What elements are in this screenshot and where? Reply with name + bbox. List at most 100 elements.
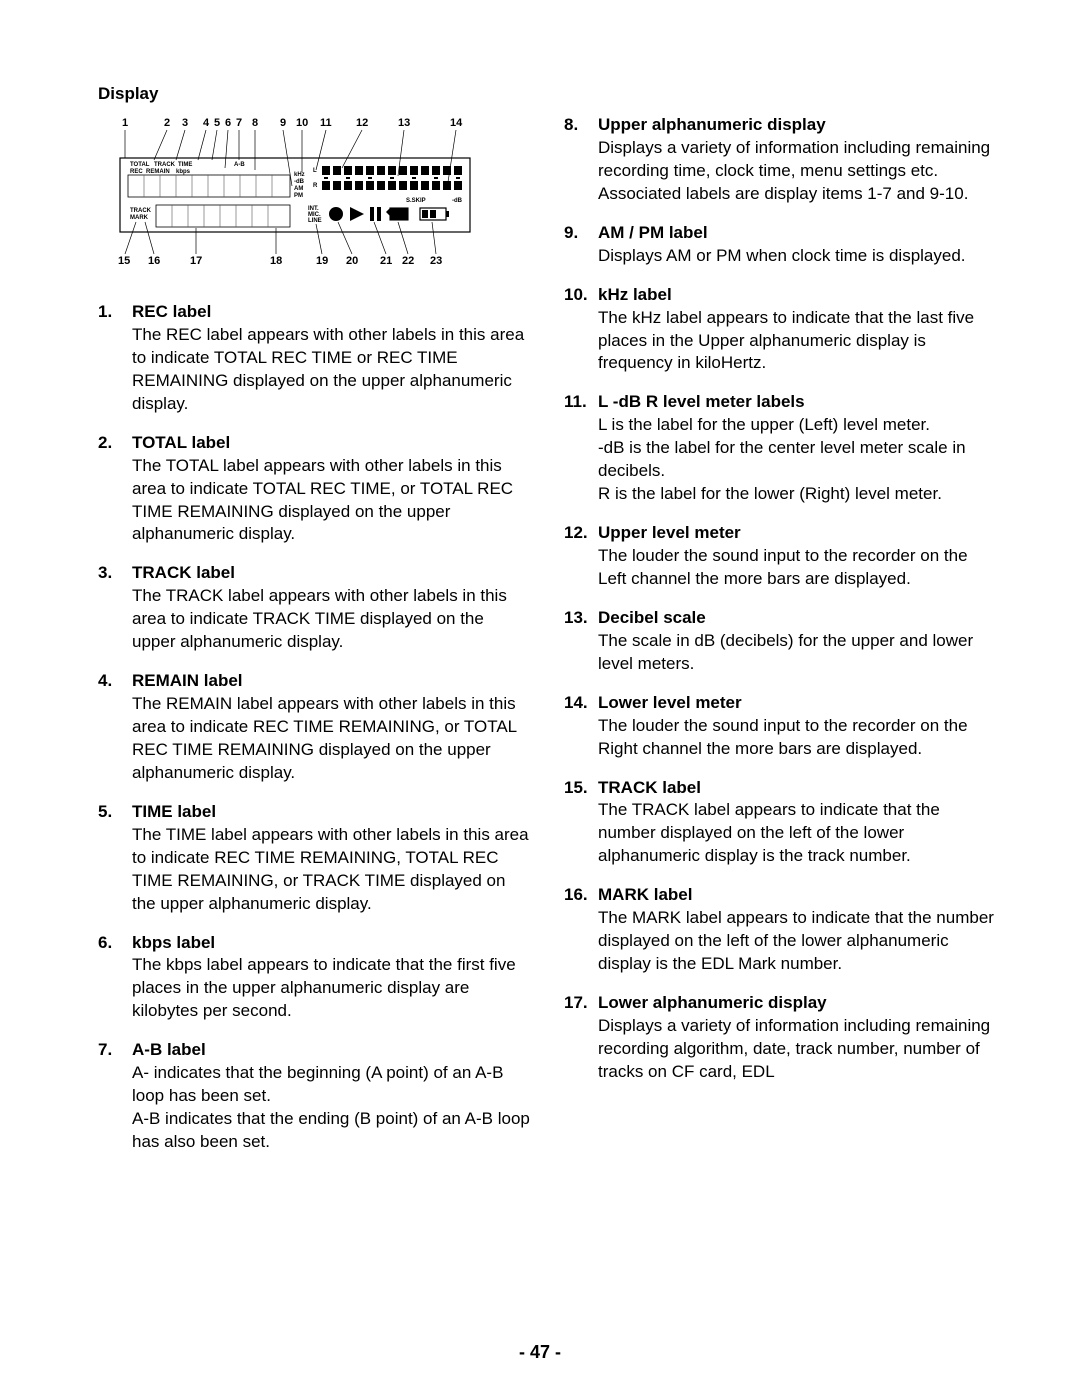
entry-13: 13.Decibel scale The scale in dB (decibel…: [564, 607, 996, 676]
entry-title: Lower alphanumeric display: [598, 993, 827, 1012]
page-number: - 47 -: [0, 1342, 1080, 1363]
entry-number: 3.: [98, 562, 132, 585]
entry-number: 4.: [98, 670, 132, 693]
entry-title: TOTAL label: [132, 433, 230, 452]
entry-body: The TOTAL label appears with other label…: [132, 455, 530, 547]
svg-text:21: 21: [380, 255, 392, 267]
entry-number: 16.: [564, 884, 598, 907]
svg-text:16: 16: [148, 255, 160, 267]
svg-text:LINE: LINE: [308, 218, 322, 224]
svg-text:12: 12: [356, 117, 368, 129]
svg-text:TIME: TIME: [178, 162, 192, 168]
entry-number: 12.: [564, 522, 598, 545]
svg-text:7: 7: [236, 117, 242, 129]
display-diagram: 1 2 3 4 5 6 7 8 9 10 11 12 13 14: [98, 114, 530, 274]
entry-12: 12.Upper level meter The louder the sound…: [564, 522, 996, 591]
entry-7: 7.A-B labelA- indicates that the beginni…: [98, 1039, 530, 1154]
svg-text:A-B: A-B: [234, 162, 245, 168]
svg-text:TRACK: TRACK: [130, 208, 152, 214]
svg-text:22: 22: [402, 255, 414, 267]
entry-16: 16.MARK label The MARK label appears to i…: [564, 884, 996, 976]
entry-title: Decibel scale: [598, 608, 706, 627]
entry-body: The kHz label appears to indicate that t…: [598, 307, 996, 376]
entry-title: REMAIN label: [132, 671, 243, 690]
entry-number: 8.: [564, 114, 598, 137]
svg-text:S.SKIP: S.SKIP: [406, 198, 426, 204]
entry-11: 11.L -dB R level meter labelsL is the la…: [564, 391, 996, 506]
svg-text:17: 17: [190, 255, 202, 267]
entry-title: TIME label: [132, 802, 216, 821]
entry-15: 15.TRACK label The TRACK label appears to…: [564, 777, 996, 869]
svg-text:11: 11: [320, 117, 332, 129]
entry-number: 2.: [98, 432, 132, 455]
svg-text:4: 4: [203, 117, 210, 129]
svg-text:23: 23: [430, 255, 442, 267]
entry-title: TRACK label: [132, 563, 235, 582]
entry-body: The louder the sound input to the record…: [598, 545, 996, 591]
svg-text:3: 3: [182, 117, 188, 129]
svg-text:2: 2: [164, 117, 170, 129]
svg-text:R: R: [313, 183, 318, 189]
svg-text:5: 5: [214, 117, 220, 129]
svg-text:18: 18: [270, 255, 282, 267]
page-title: Display: [98, 84, 1000, 104]
svg-text:MARK: MARK: [130, 215, 149, 221]
svg-text:kHz: kHz: [294, 172, 305, 178]
entry-body: The MARK label appears to indicate that …: [598, 907, 996, 976]
entry-number: 13.: [564, 607, 598, 630]
entry-number: 7.: [98, 1039, 132, 1062]
svg-text:-dB: -dB: [294, 179, 305, 185]
entry-6: 6.kbps label The kbps label appears to in…: [98, 932, 530, 1024]
entry-body: Displays AM or PM when clock time is dis…: [598, 245, 996, 268]
svg-text:REC: REC: [130, 169, 143, 175]
entry-number: 10.: [564, 284, 598, 307]
entry-2: 2.TOTAL label The TOTAL label appears wit…: [98, 432, 530, 547]
entry-4: 4.REMAIN label The REMAIN label appears w…: [98, 670, 530, 785]
entry-title: L -dB R level meter labels: [598, 392, 805, 411]
entry-5: 5.TIME labelThe TIME label appears with …: [98, 801, 530, 916]
entry-body: A- indicates that the beginning (A point…: [132, 1062, 530, 1154]
entry-10: 10.kHz label The kHz label appears to ind…: [564, 284, 996, 376]
svg-text:14: 14: [450, 117, 463, 129]
entry-body: The scale in dB (decibels) for the upper…: [598, 630, 996, 676]
svg-text:9: 9: [280, 117, 286, 129]
svg-text:REMAIN: REMAIN: [146, 169, 170, 175]
svg-text:TRACK: TRACK: [154, 162, 176, 168]
svg-text:13: 13: [398, 117, 410, 129]
entry-number: 17.: [564, 992, 598, 1015]
svg-text:6: 6: [225, 117, 231, 129]
right-column: 8.Upper alphanumeric displayDisplays a v…: [564, 114, 996, 1170]
entry-number: 15.: [564, 777, 598, 800]
entry-title: kHz label: [598, 285, 672, 304]
entry-1: 1.REC labelThe REC label appears with ot…: [98, 301, 530, 416]
entry-number: 14.: [564, 692, 598, 715]
entry-title: MARK label: [598, 885, 692, 904]
entry-body: The louder the sound input to the record…: [598, 715, 996, 761]
entry-title: REC label: [132, 302, 211, 321]
svg-text:8: 8: [252, 117, 258, 129]
entry-body: The TRACK label appears to indicate that…: [598, 799, 996, 868]
entry-number: 1.: [98, 301, 132, 324]
entry-body: The kbps label appears to indicate that …: [132, 954, 530, 1023]
entry-number: 11.: [564, 391, 598, 414]
entry-3: 3.TRACK label The TRACK label appears wit…: [98, 562, 530, 654]
entry-body: Displays a variety of information includ…: [598, 137, 996, 206]
svg-text:20: 20: [346, 255, 358, 267]
entry-17: 17.Lower alphanumeric display Displays a …: [564, 992, 996, 1084]
entry-title: Lower level meter: [598, 693, 742, 712]
entry-title: TRACK label: [598, 778, 701, 797]
svg-text:AM: AM: [294, 186, 303, 192]
entry-number: 6.: [98, 932, 132, 955]
svg-text:TOTAL: TOTAL: [130, 162, 150, 168]
entry-body: Displays a variety of information includ…: [598, 1015, 996, 1084]
entry-9: 9.AM / PM labelDisplays AM or PM when cl…: [564, 222, 996, 268]
svg-text:L: L: [313, 168, 317, 174]
entry-title: Upper level meter: [598, 523, 741, 542]
entry-title: kbps label: [132, 933, 215, 952]
svg-text:PM: PM: [294, 193, 303, 199]
svg-text:19: 19: [316, 255, 328, 267]
entry-title: AM / PM label: [598, 223, 708, 242]
entry-body: The REMAIN label appears with other labe…: [132, 693, 530, 785]
svg-text:1: 1: [122, 117, 128, 129]
entry-body: The TRACK label appears with other label…: [132, 585, 530, 654]
